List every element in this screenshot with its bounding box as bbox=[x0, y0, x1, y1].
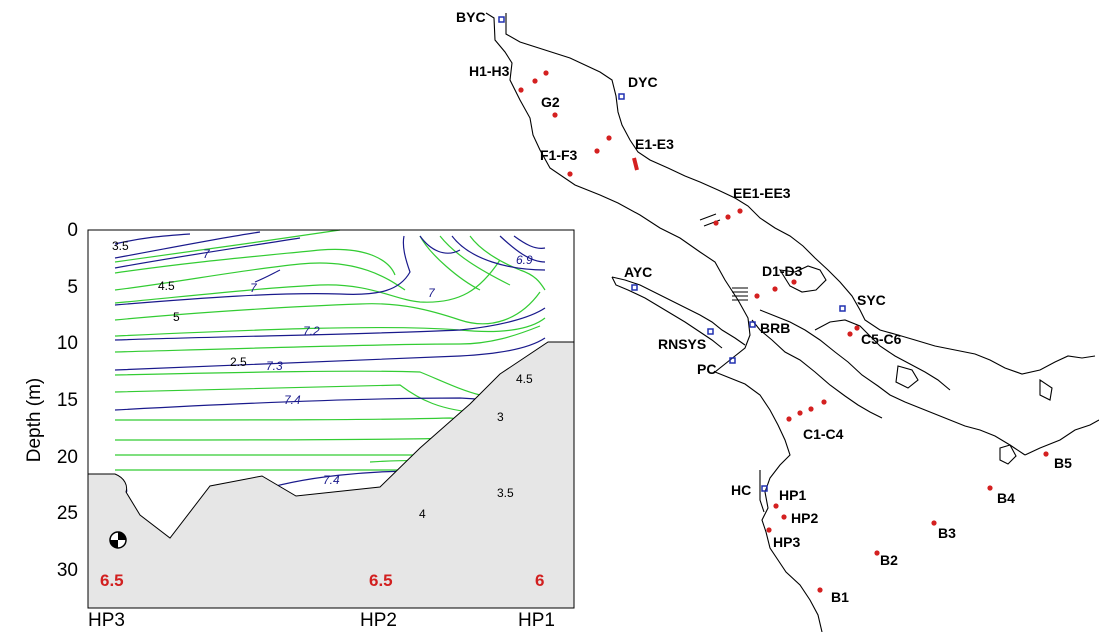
label-f1-f3: F1-F3 bbox=[540, 147, 578, 163]
contour-label-black: 4.5 bbox=[158, 279, 175, 293]
y-ticks: 0 5 10 15 20 25 30 bbox=[57, 220, 78, 581]
contour-label-black: 3.5 bbox=[112, 239, 129, 253]
y-tick: 20 bbox=[57, 447, 78, 468]
label-syc: SYC bbox=[857, 292, 886, 308]
label-brb: BRB bbox=[760, 320, 790, 336]
label-ee1-ee3: EE1-EE3 bbox=[733, 185, 791, 201]
contour-label-blue: 7.3 bbox=[266, 359, 283, 373]
contour-label-black: 5 bbox=[173, 310, 180, 324]
label-ayc: AYC bbox=[624, 264, 652, 280]
label-b2: B2 bbox=[880, 552, 898, 568]
contour-label-blue: 7.2 bbox=[303, 324, 320, 338]
yacht-club-markers bbox=[498, 16, 846, 492]
contour-labels: 4.5 5 2.5 3 4.5 3.5 4 3.5 7 7 7.2 7.3 7.… bbox=[112, 239, 533, 521]
contour-label-blue: 7 bbox=[428, 286, 436, 300]
y-tick: 30 bbox=[57, 560, 78, 581]
label-hp2: HP2 bbox=[791, 510, 818, 526]
label-c5-c6: C5-C6 bbox=[861, 331, 902, 347]
label-pc: PC bbox=[697, 361, 716, 377]
x-station-labels: HP3 HP2 HP1 bbox=[88, 610, 555, 631]
bottom-value-hp1: 6 bbox=[535, 571, 544, 590]
contour-label-blue: 7.4 bbox=[284, 393, 301, 407]
label-b3: B3 bbox=[938, 525, 956, 541]
label-e1-e3: E1-E3 bbox=[635, 136, 674, 152]
contour-label-blue: 7 bbox=[203, 247, 211, 261]
station-marker-icon bbox=[109, 531, 127, 549]
map-labels: BYC H1-H3 DYC G2 E1-E3 F1-F3 EE1-EE3 AYC… bbox=[456, 9, 1072, 605]
label-d1-d3: D1-D3 bbox=[762, 263, 803, 279]
contour-label-black: 2.5 bbox=[230, 355, 247, 369]
channel-marker bbox=[632, 157, 639, 171]
coastline-map bbox=[485, 12, 1099, 632]
bottom-value-hp2: 6.5 bbox=[369, 571, 393, 590]
contour-label-blue: 7 bbox=[250, 281, 258, 295]
station-label-hp1: HP1 bbox=[518, 610, 555, 631]
station-label-hp3: HP3 bbox=[88, 610, 125, 631]
contour-label-black: 4 bbox=[419, 507, 426, 521]
label-rnsys: RNSYS bbox=[658, 336, 706, 352]
section-plot: 4.5 5 2.5 3 4.5 3.5 4 3.5 7 7 7.2 7.3 7.… bbox=[0, 220, 575, 632]
label-hp1: HP1 bbox=[779, 487, 806, 503]
y-tick: 25 bbox=[57, 503, 78, 524]
contour-label-black: 4.5 bbox=[516, 372, 533, 386]
y-tick: 10 bbox=[57, 333, 78, 354]
seafloor bbox=[87, 341, 575, 609]
label-dyc: DYC bbox=[628, 74, 658, 90]
label-hc: HC bbox=[731, 482, 751, 498]
plot-frame bbox=[87, 229, 575, 609]
contour-label-black: 3 bbox=[497, 410, 504, 424]
bottom-values: 6.5 6.5 6 bbox=[100, 571, 544, 590]
label-h1-h3: H1-H3 bbox=[469, 63, 510, 79]
label-g2: G2 bbox=[541, 94, 560, 110]
label-b5: B5 bbox=[1054, 455, 1072, 471]
contour-label-blue: 6.9 bbox=[516, 253, 533, 267]
y-tick: 0 bbox=[67, 220, 78, 241]
bottom-value-hp3: 6.5 bbox=[100, 571, 124, 590]
contour-label-black: 3.5 bbox=[497, 486, 514, 500]
contour-label-blue: 7.4 bbox=[323, 473, 340, 487]
label-b1: B1 bbox=[831, 589, 849, 605]
label-byc: BYC bbox=[456, 9, 486, 25]
label-b4: B4 bbox=[997, 490, 1015, 506]
label-c1-c4: C1-C4 bbox=[803, 426, 844, 442]
y-tick: 15 bbox=[57, 390, 78, 411]
y-tick: 5 bbox=[67, 277, 78, 298]
y-axis-title: Depth (m) bbox=[24, 378, 45, 462]
label-hp3: HP3 bbox=[773, 534, 800, 550]
station-label-hp2: HP2 bbox=[360, 610, 397, 631]
station-dots bbox=[518, 70, 1049, 593]
